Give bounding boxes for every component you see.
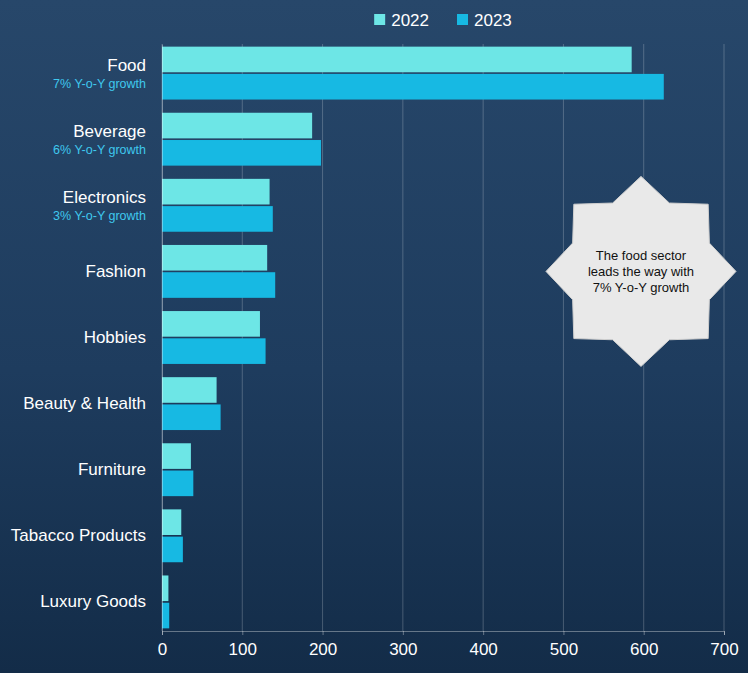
category-label: Beverage <box>73 122 146 141</box>
category-notes: 7% Y-o-Y growth 6% Y-o-Y growth 3% Y-o-Y g… <box>53 77 146 223</box>
bar <box>162 603 169 629</box>
category-label: Electronics <box>63 188 146 207</box>
y-tick: Beauty & Health <box>23 394 146 413</box>
x-tick-label: 500 <box>550 640 578 659</box>
x-axis: 0 100 200 300 400 500 600 700 <box>158 631 739 659</box>
category-note: 6% Y-o-Y growth <box>53 143 146 157</box>
bar <box>162 311 260 337</box>
grid-line <box>724 44 725 631</box>
category-note: 7% Y-o-Y growth <box>53 77 146 91</box>
bar <box>162 140 321 166</box>
bar <box>162 471 193 497</box>
legend: 2022 2023 <box>374 11 512 30</box>
x-tick-label: 200 <box>309 640 337 659</box>
callout-text: The food sectorleads the way with7% Y-o-… <box>588 248 694 295</box>
bar <box>162 47 632 73</box>
category-label: Furniture <box>78 460 146 479</box>
x-tick: 100 <box>229 631 257 659</box>
bar <box>162 245 267 271</box>
x-tick: 300 <box>389 631 417 659</box>
category-label: Beauty & Health <box>23 394 146 413</box>
legend-label: 2023 <box>474 11 512 30</box>
bar <box>162 377 217 403</box>
bar <box>162 537 183 563</box>
bar <box>162 443 191 469</box>
grid-line <box>162 44 163 631</box>
x-tick-label: 300 <box>389 640 417 659</box>
legend-swatch <box>457 14 468 25</box>
y-tick: Luxury Goods <box>40 592 146 611</box>
y-axis: Food Beverage Electronics Fashion Hobbies Bea… <box>11 45 163 632</box>
y-tick: Electronics <box>63 188 146 207</box>
y-axis-line <box>162 45 163 632</box>
legend-label: 2022 <box>391 11 429 30</box>
category-label: Fashion <box>86 262 146 281</box>
category-label: Tabacco Products <box>11 526 146 545</box>
grid-line <box>563 44 564 631</box>
bar <box>162 113 312 139</box>
y-tick: Food <box>107 56 146 75</box>
bar <box>162 404 221 430</box>
x-tick-mark <box>403 631 404 635</box>
y-tick: Hobbies <box>84 328 146 347</box>
x-tick-mark <box>162 631 163 635</box>
x-tick: 400 <box>469 631 497 659</box>
x-tick-label: 400 <box>469 640 497 659</box>
bar <box>162 206 273 232</box>
x-tick: 0 <box>158 631 167 659</box>
x-tick-mark <box>644 631 645 635</box>
x-tick-mark <box>323 631 324 635</box>
y-tick: Fashion <box>86 262 146 281</box>
legend-item: 2023 <box>457 11 512 30</box>
legend-item: 2022 <box>374 11 429 30</box>
x-tick: 700 <box>710 631 738 659</box>
x-tick-mark <box>242 631 243 635</box>
x-tick-mark <box>563 631 564 635</box>
category-label: Food <box>107 56 146 75</box>
category-label: Hobbies <box>84 328 146 347</box>
y-tick: Furniture <box>78 460 146 479</box>
background <box>0 0 748 673</box>
bar <box>162 338 266 364</box>
grid-line <box>483 44 484 631</box>
grid-line <box>402 44 403 631</box>
chart: 0 100 200 300 400 500 600 700 Food Beverage Electr… <box>0 0 748 673</box>
y-tick: Beverage <box>73 122 146 141</box>
callout-shape <box>546 176 736 366</box>
x-tick-label: 100 <box>229 640 257 659</box>
x-tick: 500 <box>550 631 578 659</box>
x-tick-mark <box>483 631 484 635</box>
callout: The food sectorleads the way with7% Y-o-… <box>546 176 736 366</box>
category-note: 3% Y-o-Y growth <box>53 209 146 223</box>
x-tick-mark <box>724 631 725 635</box>
grid-line <box>322 44 323 631</box>
x-axis-line <box>163 632 725 636</box>
x-tick: 600 <box>630 631 658 659</box>
bar <box>162 74 664 100</box>
category-label: Luxury Goods <box>40 592 146 611</box>
x-tick: 200 <box>309 631 337 659</box>
x-tick-label: 600 <box>630 640 658 659</box>
bar <box>162 179 270 205</box>
bar <box>162 272 275 298</box>
legend-swatch <box>374 14 385 25</box>
x-tick-label: 0 <box>158 640 167 659</box>
y-tick: Tabacco Products <box>11 526 146 545</box>
bar <box>162 509 181 535</box>
x-tick-label: 700 <box>710 640 738 659</box>
